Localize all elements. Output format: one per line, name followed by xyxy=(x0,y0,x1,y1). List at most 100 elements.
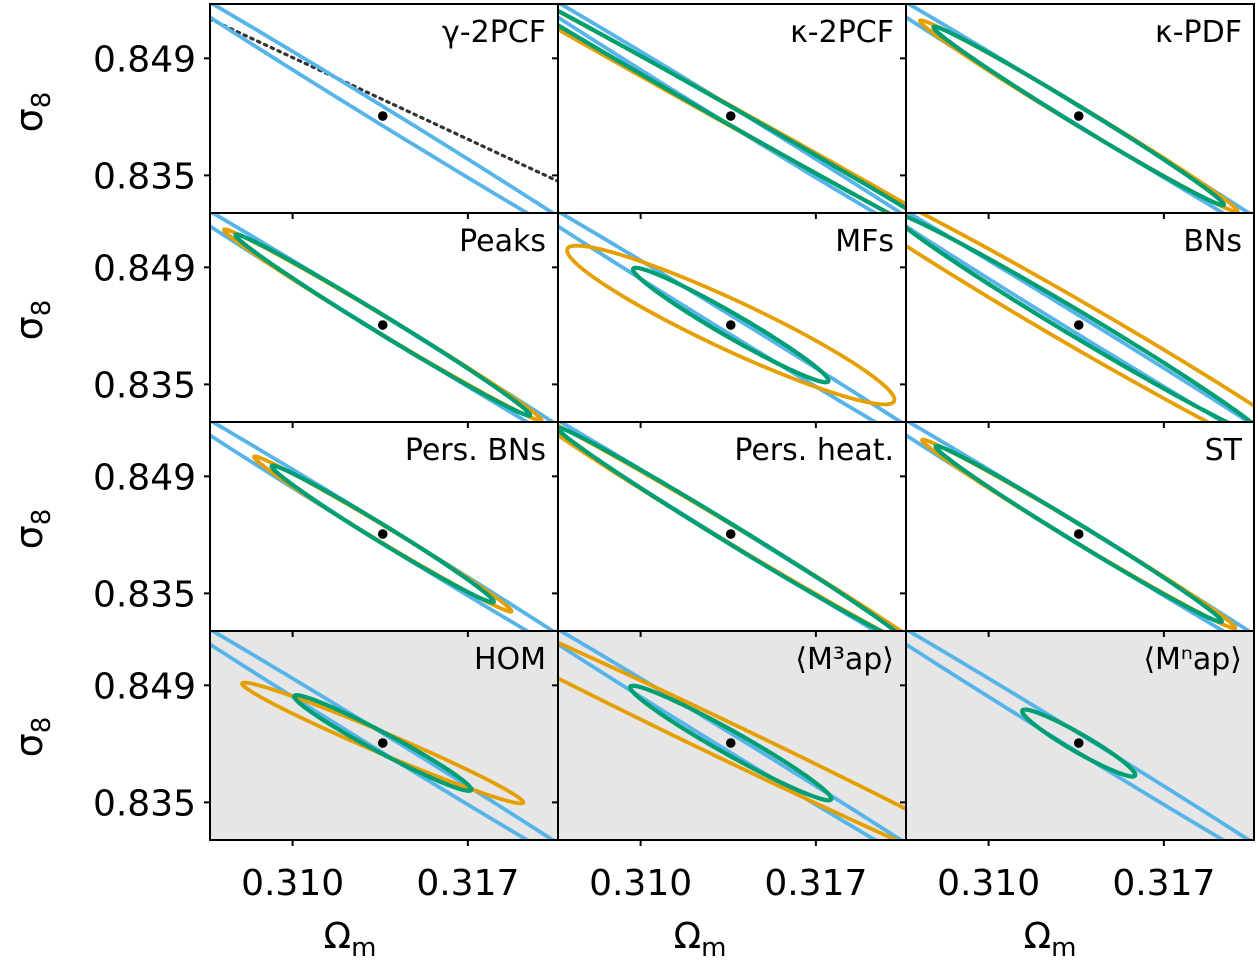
panel-10: HOM xyxy=(209,630,559,841)
panel-label-peaks: Peaks xyxy=(459,224,546,259)
x-tick-label: 0.310 xyxy=(589,863,692,904)
x-axis-subscript: m xyxy=(701,933,726,962)
y-axis-symbol: σ xyxy=(7,108,51,132)
panel-12: ⟨Mⁿap⟩ xyxy=(905,630,1255,841)
x-axis-symbol: Ω xyxy=(674,916,702,957)
x-tick-label: 0.317 xyxy=(764,863,867,904)
combined-contour xyxy=(269,463,496,605)
statistic-contour xyxy=(240,680,526,806)
fiducial-point xyxy=(377,111,388,121)
panel-11: ⟨M³ap⟩ xyxy=(557,630,907,841)
combined-contour xyxy=(630,265,831,385)
combined-contour xyxy=(931,24,1227,208)
y-axis-title-row-3: σ8 xyxy=(7,509,57,550)
axis-ticks: 0.849 0.835 0.849 0.835 0.849 0.835 0.849 0.835… xyxy=(93,39,1215,904)
x-axis-title-col-2: Ωm xyxy=(674,916,727,962)
panel-3: κ-PDF xyxy=(905,3,1255,214)
svg-text:σ8: σ8 xyxy=(7,92,57,133)
y-tick-label: 0.835 xyxy=(93,365,196,406)
svg-text:σ8: σ8 xyxy=(7,509,57,550)
panel-label-pers-bns: Pers. BNs xyxy=(405,433,546,468)
panel-5: MFs xyxy=(557,212,907,423)
y-axis-title-row-4: σ8 xyxy=(7,717,57,758)
y-axis-symbol: σ xyxy=(7,525,51,549)
fiducial-point xyxy=(725,529,736,539)
combined-contour xyxy=(1020,707,1138,779)
panel-label-mfs: MFs xyxy=(835,224,894,259)
y-axis-symbol: σ xyxy=(7,733,51,757)
y-tick-label: 0.849 xyxy=(93,248,196,289)
x-tick-label: 0.317 xyxy=(416,863,519,904)
panel-2: κ-2PCF xyxy=(557,3,907,214)
combined-contour xyxy=(628,683,834,803)
reference-contour xyxy=(558,4,905,213)
panels: γ-2PCF κ-2PCF κ-PDF Peaks MFs BNs Pers. BNs Per… xyxy=(209,3,1255,841)
fiducial-point xyxy=(725,111,736,121)
x-axis-title-col-1: Ωm xyxy=(324,916,377,962)
panel-7: Pers. BNs xyxy=(209,421,559,632)
panel-label-2pcf: κ-2PCF xyxy=(790,15,894,50)
combined-contour xyxy=(292,693,474,793)
y-tick-label: 0.849 xyxy=(93,457,196,498)
combined-contour xyxy=(558,425,899,631)
svg-text:Ωm: Ωm xyxy=(324,916,377,962)
x-axis-symbol: Ω xyxy=(324,916,352,957)
fiducial-point xyxy=(725,320,736,330)
fiducial-point xyxy=(377,738,388,748)
y-tick-label: 0.849 xyxy=(93,39,196,80)
combined-contour xyxy=(233,232,533,418)
x-tick-label: 0.310 xyxy=(937,863,1040,904)
fiducial-point xyxy=(725,738,736,748)
y-tick-label: 0.849 xyxy=(93,666,196,707)
reference-contour xyxy=(558,631,905,840)
fiducial-point xyxy=(377,529,388,539)
panel-frame xyxy=(905,630,1255,841)
panel-label-2pcf: γ-2PCF xyxy=(442,15,546,50)
statistic-contour xyxy=(565,243,897,407)
panel-label-m-ap: ⟨M³ap⟩ xyxy=(795,642,894,677)
y-tick-label: 0.835 xyxy=(93,783,196,824)
fiducial-point xyxy=(377,320,388,330)
panel-label-hom: HOM xyxy=(474,642,546,677)
combined-contour xyxy=(558,8,906,213)
panel-label-pdf: κ-PDF xyxy=(1155,15,1242,50)
panel-6: BNs xyxy=(905,212,1255,423)
y-axis-title-row-1: σ8 xyxy=(7,92,57,133)
y-axis-symbol: σ xyxy=(7,316,51,340)
panel-label-st: ST xyxy=(1205,433,1243,468)
svg-text:Ωm: Ωm xyxy=(1024,916,1077,962)
statistic-contour xyxy=(906,213,1254,422)
svg-text:σ8: σ8 xyxy=(7,300,57,341)
reference-contour xyxy=(210,4,557,213)
x-axis-subscript: m xyxy=(351,933,376,962)
fiducial-point xyxy=(1073,111,1084,121)
x-axis-subscript: m xyxy=(1051,933,1076,962)
svg-text:σ8: σ8 xyxy=(7,717,57,758)
reference-contour xyxy=(210,422,557,631)
fiducial-point xyxy=(1073,320,1084,330)
x-axis-title-col-3: Ωm xyxy=(1024,916,1077,962)
x-tick-label: 0.310 xyxy=(241,863,344,904)
fiducial-point xyxy=(1073,738,1084,748)
panel-8: Pers. heat. xyxy=(557,421,907,632)
panel-9: ST xyxy=(905,421,1255,632)
x-tick-label: 0.317 xyxy=(1112,863,1215,904)
panel-label-bns: BNs xyxy=(1183,224,1242,259)
panel-4: Peaks xyxy=(209,212,559,423)
combined-contour xyxy=(906,214,1254,422)
y-axis-subscript: 8 xyxy=(27,509,57,526)
degeneracy-line xyxy=(210,17,558,183)
fiducial-point xyxy=(1073,529,1084,539)
panel-label-pers-heat: Pers. heat. xyxy=(734,433,894,468)
combined-contour xyxy=(933,443,1224,625)
svg-text:Ωm: Ωm xyxy=(674,916,727,962)
y-tick-label: 0.835 xyxy=(93,156,196,197)
panel-1: γ-2PCF xyxy=(209,3,559,214)
panel-label-m-ap: ⟨Mⁿap⟩ xyxy=(1143,642,1242,677)
y-axis-subscript: 8 xyxy=(27,300,57,317)
reference-contour xyxy=(210,631,557,840)
y-axis-subscript: 8 xyxy=(27,717,57,734)
reference-contour xyxy=(906,631,1253,840)
y-axis-subscript: 8 xyxy=(27,92,57,109)
